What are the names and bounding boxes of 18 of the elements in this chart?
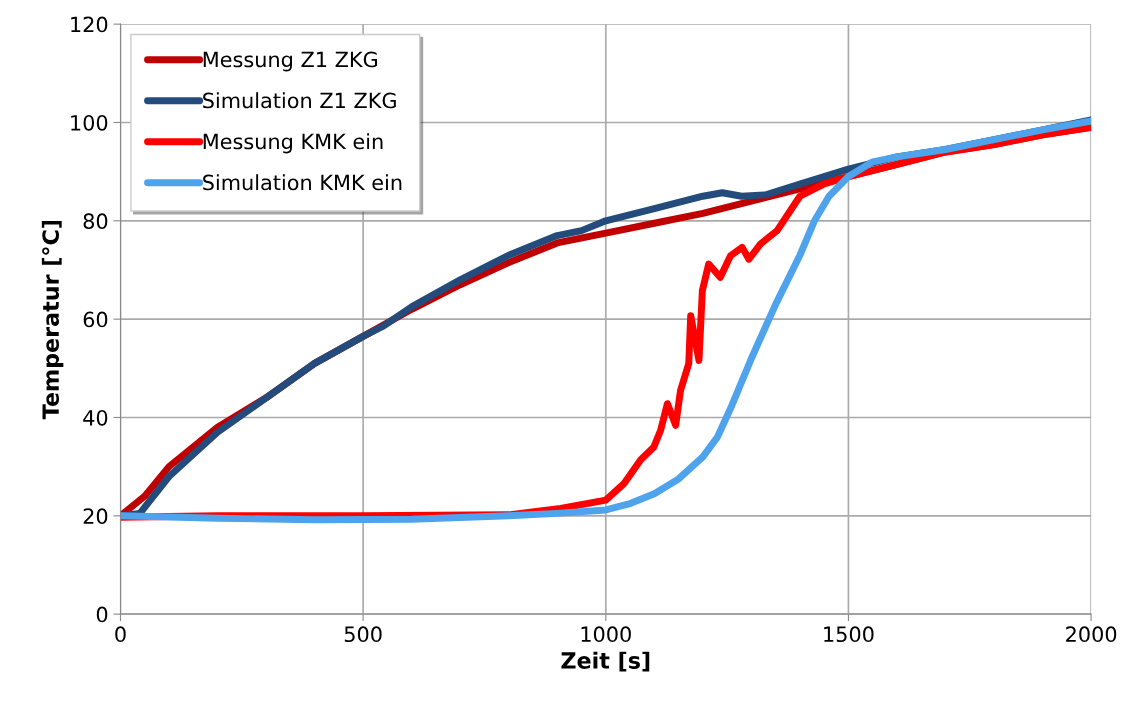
x-tick-label: 2000 xyxy=(1066,626,1117,643)
x-tick-label: 500 xyxy=(344,626,382,643)
y-tick-label: 60 xyxy=(83,311,108,328)
legend-label: Simulation KMK ein xyxy=(203,174,402,191)
legend-label: Messung Z1 ZKG xyxy=(203,51,377,72)
x-tick-label: 0 xyxy=(115,626,126,643)
y-tick-label: 100 xyxy=(71,114,108,131)
y-tick-label: 20 xyxy=(83,508,108,525)
x-axis-title: Zeit [s] xyxy=(561,651,650,672)
y-tick-label: 120 xyxy=(71,16,108,33)
legend-label: Messung KMK ein xyxy=(203,133,383,154)
x-tick-label: 1000 xyxy=(581,626,631,643)
legend-label: Simulation Z1 ZKG xyxy=(203,92,396,109)
y-axis-title: Temperatur [°C] xyxy=(41,220,64,420)
x-tick-label: 1500 xyxy=(824,626,874,643)
y-tick-label: 0 xyxy=(96,606,108,623)
y-tick-label: 80 xyxy=(83,213,108,230)
y-tick-label: 40 xyxy=(83,409,108,426)
